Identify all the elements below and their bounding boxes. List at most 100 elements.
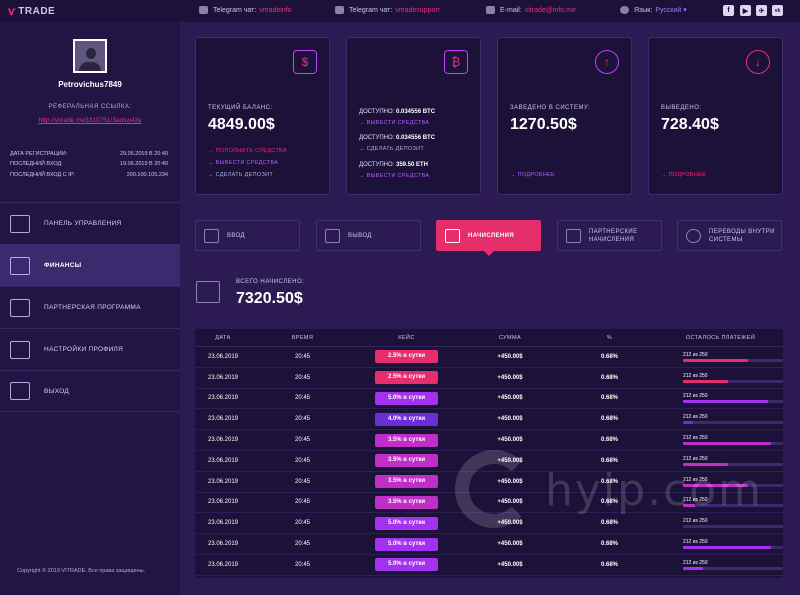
- available-row: ДОСТУПНО: 0.034556 BTC: [359, 109, 435, 115]
- row-progress-cell: 212 из 250: [658, 373, 783, 383]
- row-percent: 0.68%: [600, 457, 618, 464]
- header-date: ДАТА: [215, 334, 231, 341]
- payments-progress-bar: [683, 400, 783, 404]
- row-case-cell: 3.5% в сутки: [354, 433, 459, 447]
- accruals-icon: [445, 228, 460, 243]
- withdrawn-details-link[interactable]: → ПОДРОБНЕЕ: [661, 172, 706, 178]
- row-time: 20:45: [294, 437, 310, 444]
- row-date: 23.06.2019: [207, 374, 239, 381]
- case-badge: 4.0% в сутки: [375, 412, 438, 426]
- available-value: 0.034556 BTC: [396, 135, 436, 141]
- withdrawn-value: 728.40$: [661, 116, 719, 133]
- payments-progress-fill: [683, 483, 748, 487]
- deposit-funds-link[interactable]: → ПОПОЛНИТЬ СРЕДСТВА: [208, 148, 287, 154]
- row-percent: 0.68%: [600, 437, 618, 444]
- payments-progress-bar: [683, 421, 783, 425]
- tab-deposit[interactable]: ВВОД: [195, 220, 300, 251]
- withdraw-funds-link[interactable]: → ВЫВЕСТИ СРЕДСТВА: [208, 160, 279, 166]
- row-progress-cell: 212 из 250: [658, 497, 783, 508]
- telegram-social-icon[interactable]: ✈: [756, 5, 767, 16]
- case-badge: 3.5% в сутки: [375, 433, 438, 447]
- telegram-support-link[interactable]: vitradesupport: [395, 6, 440, 14]
- language-label: Язык:: [634, 6, 653, 14]
- sidebar-item-settings[interactable]: НАСТРОЙКИ ПРОФИЛЯ: [0, 328, 180, 370]
- sidebar-item-logout[interactable]: ВЫХОД: [0, 370, 180, 412]
- withdraw-btc-link[interactable]: → ВЫВЕСТИ СРЕДСТВА: [359, 120, 430, 126]
- row-time: 20:45: [294, 353, 310, 360]
- avatar[interactable]: [73, 39, 107, 73]
- row-progress-cell: 212 из 250: [658, 539, 783, 550]
- row-date: 23.06.2019: [207, 353, 239, 360]
- row-progress-cell: 212 из 250: [658, 393, 783, 404]
- balance-card: $ ТЕКУЩИЙ БАЛАНС: 4849.00$ → ПОПОЛНИТЬ С…: [195, 37, 330, 195]
- sidebar-item-dashboard[interactable]: ПАНЕЛЬ УПРАВЛЕНИЯ: [0, 202, 180, 244]
- tab-withdraw[interactable]: ВЫВОД: [316, 220, 421, 251]
- copyright: Copyright © 2019 VITRADE. Все права защи…: [17, 568, 146, 574]
- sidebar-item-partner[interactable]: ПАРТНЕРСКАЯ ПРОГРАММА: [0, 286, 180, 328]
- meta-value: 19.06.2019 В 20:40: [119, 161, 168, 167]
- username: Petrovichus7849: [58, 80, 122, 89]
- row-case-cell: 3.5% в сутки: [354, 475, 459, 489]
- payments-progress-bar: [683, 525, 783, 529]
- payments-progress-fill: [683, 358, 748, 362]
- row-time: 20:45: [294, 457, 310, 464]
- sidebar-item-label: ПАНЕЛЬ УПРАВЛЕНИЯ: [44, 220, 122, 227]
- email: E-mail: vitrade@info.me: [486, 6, 576, 14]
- case-badge: 5.0% в сутки: [375, 558, 438, 572]
- telegram-support-label: Telegram чат:: [349, 6, 393, 14]
- sidebar-item-label: ФИНАНСЫ: [44, 262, 82, 269]
- tab-label: ВВОД: [227, 232, 246, 239]
- sidebar-item-finance[interactable]: ФИНАНСЫ: [0, 244, 180, 286]
- case-badge: 3.5% в сутки: [375, 495, 438, 509]
- table-row: 23.06.2019 20:45 2.5% в сутки +450.00$ 0.68%…: [195, 368, 783, 389]
- finance-icon: [10, 256, 30, 275]
- header-sum: СУММА: [498, 334, 522, 341]
- make-deposit-link[interactable]: → СДЕЛАТЬ ДЕПОЗИТ: [208, 172, 273, 178]
- payments-left-text: 212 из 250: [683, 497, 708, 504]
- language-selector[interactable]: Язык: Русский ▾: [620, 6, 687, 14]
- row-progress-cell: 212 из 250: [658, 435, 783, 446]
- partner-icon: [10, 298, 30, 317]
- payments-progress-fill: [683, 442, 771, 446]
- withdraw-eth-link[interactable]: → ВЫВЕСТИ СРЕДСТВА: [359, 173, 430, 179]
- youtube-icon[interactable]: ▶: [740, 5, 751, 16]
- logo[interactable]: ѵ TRADE: [8, 4, 55, 18]
- vk-icon[interactable]: vk: [772, 5, 783, 16]
- table-row: 23.06.2019 20:45 5.0% в сутки +450.00$ 0.68%…: [195, 555, 783, 576]
- total-value: 7320.50$: [236, 290, 303, 307]
- payments-progress-fill: [683, 421, 693, 425]
- referral-link[interactable]: http://vitrade.me3310751/3adsw43y: [38, 117, 142, 124]
- deposit-btc-link[interactable]: → СДЕЛАТЬ ДЕПОЗИТ: [359, 146, 424, 152]
- tab-accruals[interactable]: НАЧИСЛЕНИЯ: [436, 220, 541, 256]
- payments-progress-bar: [683, 546, 783, 550]
- row-sum: +450.00$: [497, 353, 523, 360]
- payments-progress-bar: [683, 504, 783, 508]
- row-sum: +450.00$: [497, 374, 523, 381]
- payments-progress-bar: [683, 442, 783, 446]
- payments-left-text: 212 из 250: [683, 518, 708, 525]
- sidebar-item-label: ВЫХОД: [44, 387, 70, 395]
- payments-left-text: 212 из 250: [683, 393, 708, 400]
- tab-internal-transfers[interactable]: ПЕРЕВОДЫ ВНУТРИ СИСТЕМЫ: [677, 220, 782, 251]
- table-row: 23.06.2019 20:45 5.0% в сутки +450.00$ 0.68%…: [195, 389, 783, 410]
- last-login: ПОСЛЕДНИЙ ВХОД: 19.06.2019 В 20:40: [10, 161, 168, 167]
- globe-icon: [620, 6, 629, 14]
- tab-partner-accruals[interactable]: ПАРТНЕРСКИЕ НАЧИСЛЕНИЯ: [557, 220, 662, 251]
- facebook-icon[interactable]: f: [723, 5, 734, 16]
- email-link[interactable]: vitrade@info.me: [524, 6, 576, 14]
- available-label: ДОСТУПНО:: [359, 109, 395, 115]
- telegram-chat-link[interactable]: vitradeinfo: [259, 6, 292, 14]
- table-row: 23.06.2019 20:45 5.0% в сутки +450.00$ 0.68%…: [195, 534, 783, 555]
- deposited-details-link[interactable]: → ПОДРОБНЕЕ: [510, 172, 555, 178]
- row-time: 20:45: [294, 478, 310, 485]
- available-value: 0.034556 BTC: [396, 109, 436, 115]
- language-value[interactable]: Русский ▾: [655, 7, 687, 14]
- deposited-card: ↑ ЗАВЕДЕНО В СИСТЕМУ: 1270.50$ → ПОДРОБН…: [497, 37, 632, 195]
- row-date: 23.06.2019: [207, 395, 239, 402]
- table-row: 23.06.2019 20:45 2.5% в сутки +450.00$ 0.68%…: [195, 347, 783, 368]
- meta-value: 29.06.2019 В 20:40: [119, 151, 168, 157]
- header-payments-left: ОСТАЛОСЬ ПЛАТЕЖЕЙ: [685, 334, 756, 341]
- row-date: 23.06.2019: [207, 457, 239, 464]
- deposit-icon: [204, 228, 219, 243]
- payments-left-text: 212 из 250: [683, 351, 708, 358]
